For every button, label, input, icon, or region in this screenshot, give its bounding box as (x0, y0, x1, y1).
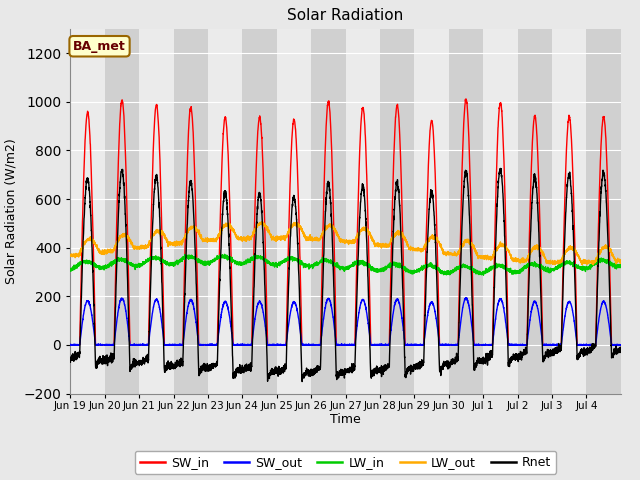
Bar (173, 29, 208, 394)
Bar (518, 29, 552, 394)
Bar (105, 29, 140, 394)
Bar (276, 29, 311, 394)
Y-axis label: Solar Radiation (W/m2): Solar Radiation (W/m2) (5, 138, 18, 284)
Bar (346, 29, 380, 394)
Bar (311, 29, 346, 394)
Text: BA_met: BA_met (73, 40, 126, 53)
Bar (380, 29, 415, 394)
Bar (552, 29, 586, 394)
Title: Solar Radiation: Solar Radiation (287, 9, 404, 24)
X-axis label: Time: Time (330, 413, 361, 426)
Bar (415, 29, 449, 394)
Bar (483, 29, 518, 394)
Bar (140, 29, 173, 394)
Bar (586, 29, 621, 394)
Legend: SW_in, SW_out, LW_in, LW_out, Rnet: SW_in, SW_out, LW_in, LW_out, Rnet (135, 451, 556, 474)
Bar (449, 29, 483, 394)
Bar (243, 29, 277, 394)
Bar (208, 29, 243, 394)
Bar (70, 29, 105, 394)
